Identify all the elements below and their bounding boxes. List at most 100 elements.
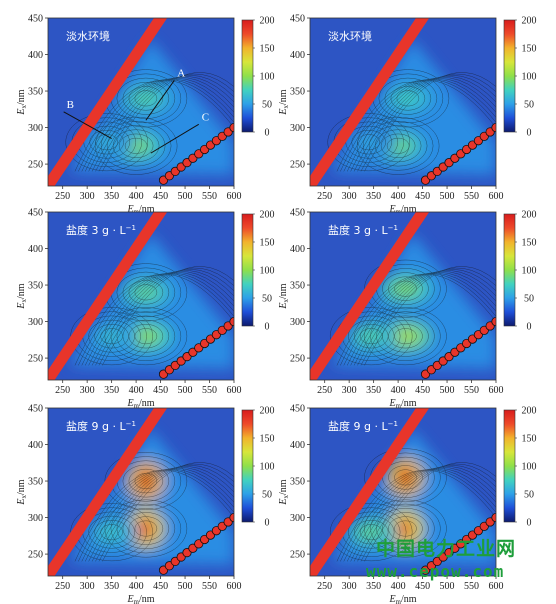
contour-line [116,315,176,357]
x-axis-label: Em/nm [126,398,154,410]
plot-area [310,212,496,380]
y-axis-label-subscript: x [20,298,28,302]
watermark-site-name: 中国电力工业网 [376,538,517,560]
colorbar-gradient [503,19,516,133]
colorbar-tick-label: 100 [522,72,537,83]
contour-line [98,73,234,172]
plot-frame [47,211,235,381]
plot-frame [309,407,497,577]
colorbar: 0 50 100 150 200 [503,16,537,139]
contour-line [98,463,234,562]
contour-line [386,137,410,154]
x-tick-label: 350 [104,191,119,202]
contours [70,263,234,366]
contour-line [353,466,496,562]
contour-line [376,507,435,550]
x-axis-label-subscript: m [396,598,402,604]
colorbar-gradient [503,213,516,327]
y-tick-label: 400 [290,50,305,61]
contour-line [370,311,441,361]
annotation-label: C [202,111,209,123]
x-tick-label: 250 [317,581,332,592]
peak-core [137,469,154,494]
contour-line [336,469,496,562]
y-axis: 250 300 350 400 450 Ex/nm [16,208,48,365]
colorbar-tick-label: 50 [262,294,272,305]
x-tick-label: 400 [391,385,406,396]
y-axis-label-symbol: E [278,498,289,505]
colorbar-tick-label: 0 [527,128,532,139]
contour-line [343,272,496,366]
colorbar-tick-label: 200 [522,16,537,27]
x-axis-label-symbol: E [126,594,133,604]
y-axis-label: Ex/nm [16,89,28,115]
contour-line [357,465,496,562]
y-tick-label: 450 [28,404,43,415]
x-tick-label: 550 [464,191,479,202]
colorbar-tick-label: 200 [260,406,275,417]
x-tick-label: 550 [464,385,479,396]
panel-label-exponent: −1 [126,224,136,232]
rayleigh-first-order [48,18,168,186]
colorbar: 0 50 100 150 200 [503,406,537,529]
y-tick-label: 350 [28,87,43,98]
x-tick-label: 500 [178,385,193,396]
y-axis-label-unit: /nm [278,89,289,105]
y-tick-label: 400 [28,50,43,61]
x-tick-label: 550 [202,385,217,396]
peak-core [391,328,420,345]
scatter-band [48,212,168,380]
contour-line [65,113,148,172]
x-axis-label: Em/nm [126,594,154,604]
scatter-dot [229,122,234,133]
peak-core [397,465,414,490]
x-tick-label: 450 [153,581,168,592]
panel-label: 淡水环境 [66,29,110,43]
x-axis-label-subscript: m [134,402,140,410]
x-axis-label-subscript: m [134,598,140,604]
y-axis-label-symbol: E [16,302,27,309]
contour-line [78,273,234,366]
y-tick-label: 400 [290,244,305,255]
y-tick-label: 250 [290,550,305,561]
y-tick-label: 350 [28,477,43,488]
y-tick-label: 450 [290,14,305,25]
contour-line [368,125,428,167]
contour-line [353,270,496,366]
colorbar-tick-label: 50 [262,100,272,111]
colorbar-tick-label: 150 [522,434,537,445]
x-tick-label: 600 [227,191,242,202]
contour-line [88,467,234,562]
panel-a: ABC淡水环境250300350400450500550600Em/nm2503… [16,14,275,217]
y-axis-label-subscript: x [282,298,290,302]
colorbar: 0 50 100 150 200 [503,210,537,333]
scatter-band [48,408,168,576]
y-tick-label: 350 [290,477,305,488]
contour-line [394,328,417,345]
x-tick-label: 250 [317,191,332,202]
contour-line [378,77,438,119]
contour-line [74,273,234,366]
annotation-label: B [67,99,74,111]
colorbar-tick-label: 100 [260,462,275,473]
annotation-arrow [63,111,112,139]
contour-line [134,328,158,345]
contour-line [359,328,383,345]
colorbar-tick-label: 50 [524,100,534,111]
peak-core [393,90,422,107]
x-axis-label-unit: /nm [401,398,417,409]
contour-line [81,272,234,366]
y-axis-label-subscript: x [20,494,28,498]
contour-line [104,499,188,558]
scatter-band [310,18,430,186]
y-axis-label-unit: /nm [16,89,27,105]
contour-line [346,78,496,172]
x-tick-label: 350 [366,191,381,202]
contour-line [116,77,176,119]
colorbar-tick-label: 0 [265,128,270,139]
x-tick-label: 600 [489,191,504,202]
panel-label-exponent: −1 [126,420,136,428]
y-tick-label: 450 [290,208,305,219]
y-tick-label: 250 [290,354,305,365]
